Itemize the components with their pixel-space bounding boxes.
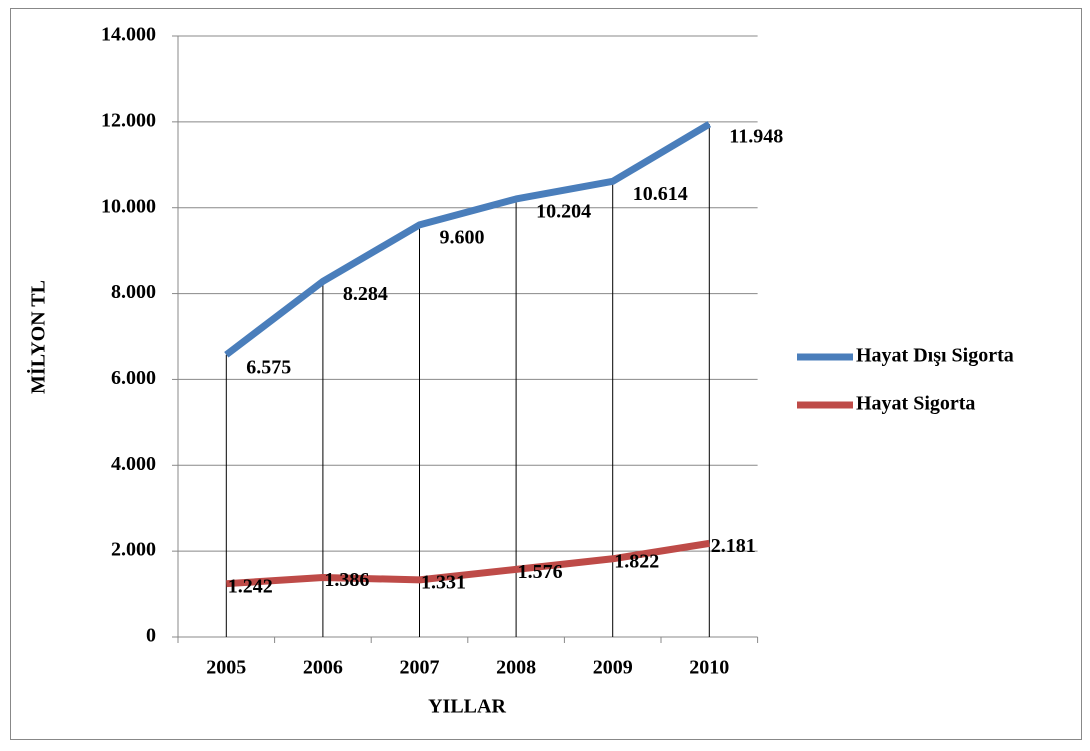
data-label: 1.386: [324, 569, 369, 591]
data-label: 9.600: [440, 226, 485, 248]
series-line: [226, 539, 710, 588]
x-tick-label: 2008: [496, 657, 536, 679]
chart-frame: [10, 8, 1082, 740]
x-tick-label: 2010: [689, 657, 729, 679]
y-tick-label: 6.000: [111, 367, 156, 389]
x-tick-label: 2007: [400, 657, 440, 679]
y-tick-label: 12.000: [101, 109, 156, 131]
data-label: 6.575: [246, 356, 291, 378]
data-label: 1.576: [518, 561, 563, 583]
y-tick-label: 14.000: [101, 24, 156, 46]
x-tick-label: 2006: [303, 657, 343, 679]
x-axis-title: YILLAR: [428, 696, 506, 718]
data-label: 11.948: [729, 126, 783, 148]
legend-label: Hayat Dışı Sigorta: [856, 345, 1014, 367]
data-label: 1.242: [228, 575, 273, 597]
y-axis-title: MİLYON TL: [26, 280, 50, 394]
data-label: 10.204: [536, 201, 591, 223]
x-tick-label: 2009: [593, 657, 633, 679]
data-label: 1.822: [614, 550, 659, 572]
y-tick-label: 4.000: [111, 453, 156, 475]
x-tick-label: 2005: [206, 657, 246, 679]
y-tick-label: 0: [146, 625, 156, 647]
y-tick-label: 10.000: [101, 195, 156, 217]
series-line: [224, 121, 712, 358]
data-label: 2.181: [711, 535, 756, 557]
y-tick-label: 2.000: [111, 539, 156, 561]
data-label: 8.284: [343, 283, 388, 305]
legend-label: Hayat Sigorta: [856, 393, 975, 415]
data-label: 10.614: [633, 183, 688, 205]
y-tick-label: 8.000: [111, 281, 156, 303]
data-label: 1.331: [421, 571, 466, 593]
